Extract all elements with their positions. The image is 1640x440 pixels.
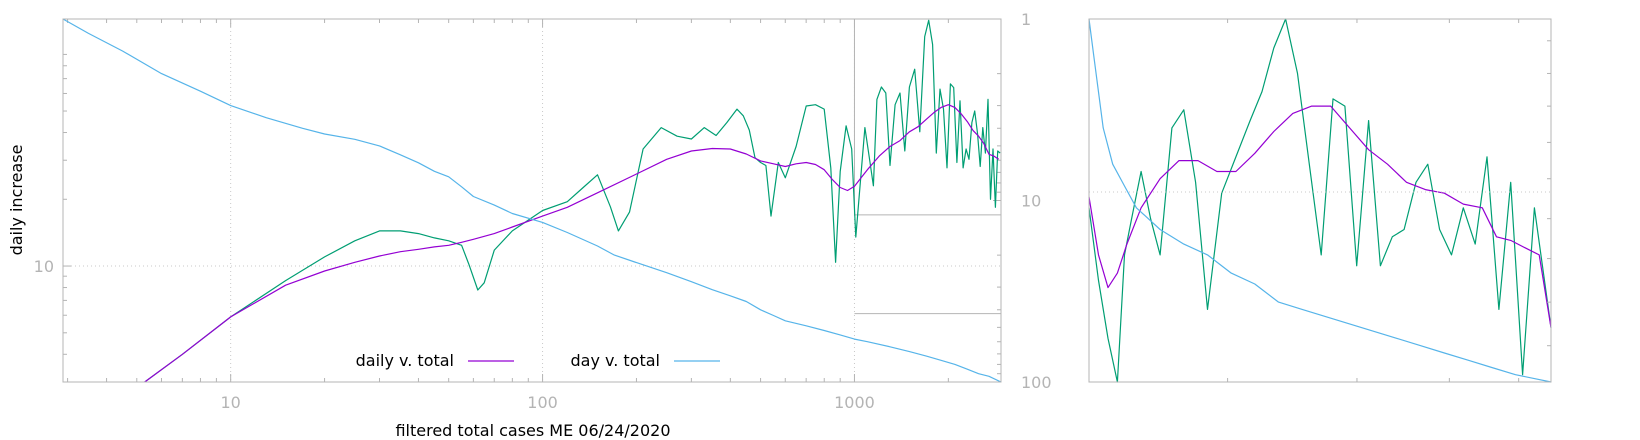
ticks-layer <box>63 18 1001 383</box>
y2-tick-label: 10 <box>1021 192 1041 211</box>
y-tick-label: 10 <box>34 257 54 276</box>
y-axis-label: daily increase <box>7 145 26 256</box>
x-tick-label: 1000 <box>834 393 875 412</box>
series-line-series-0 <box>144 19 1001 383</box>
x-tick-label: 100 <box>527 393 558 412</box>
inset-plot-frame <box>1088 18 1552 383</box>
y2-tick-label: 1 <box>1021 10 1031 29</box>
tick-labels-layer: 10 100 1000 10 1 10 100 <box>34 10 1052 412</box>
grid-layer <box>63 19 1001 382</box>
legend-label: daily v. total <box>356 351 454 370</box>
inset-series-line-0 <box>1088 18 1552 383</box>
legend: daily v. total day v. total <box>356 351 720 370</box>
inset-series-layer <box>1088 18 1552 383</box>
series-line-daily-v-total <box>144 104 1000 383</box>
y2-tick-label: 100 <box>1021 373 1052 392</box>
x-tick-label: 10 <box>220 393 240 412</box>
inset-ticks-layer <box>1089 19 1551 382</box>
main-plot-frame <box>62 18 1002 383</box>
inset-marker-layer <box>853 19 1001 315</box>
inset-series-line-1 <box>1088 105 1552 328</box>
x-axis-label: filtered total cases ME 06/24/2020 <box>395 421 670 440</box>
legend-label: day v. total <box>571 351 661 370</box>
inset-series-line-2 <box>1088 18 1552 383</box>
series-line-day-v-total <box>62 18 1002 383</box>
series-layer <box>62 18 1002 383</box>
